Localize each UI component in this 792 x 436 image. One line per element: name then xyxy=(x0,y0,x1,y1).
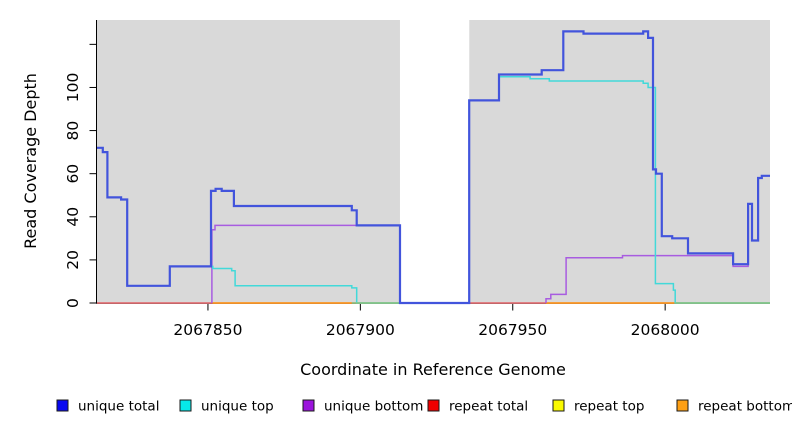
y-axis-ticks: 0 20 40 60 80 100 xyxy=(64,43,97,308)
x-axis-ticks: 2067850 2067900 2067950 2068000 xyxy=(173,303,700,339)
legend-label-unique-top: unique top xyxy=(201,399,274,415)
y-tick-label: 40 xyxy=(64,207,82,227)
axes: 2067850 2067900 2067950 2068000 0 20 40 60 80 10… xyxy=(64,20,770,339)
x-tick-label: 2067900 xyxy=(326,321,395,339)
legend: unique total unique top unique bottom repea… xyxy=(56,399,792,415)
coverage-region xyxy=(469,20,770,303)
series-unique-total-line xyxy=(97,30,770,305)
y-axis-title: Read Coverage Depth xyxy=(21,73,40,249)
coverage-regions xyxy=(97,20,770,303)
y-tick-label: 100 xyxy=(64,73,82,103)
legend-swatch-unique-bottom xyxy=(302,399,315,412)
legend-label-repeat-bottom: repeat bottom xyxy=(698,399,792,415)
legend-label-unique-bottom: unique bottom xyxy=(324,399,423,415)
legend-swatch-repeat-top xyxy=(552,399,565,412)
legend-swatch-repeat-bottom xyxy=(676,399,689,412)
legend-label-repeat-total: repeat total xyxy=(449,399,528,415)
x-tick-label: 2067950 xyxy=(478,321,547,339)
legend-swatch-unique-top xyxy=(179,399,192,412)
legend-swatch-unique-total xyxy=(56,399,69,412)
y-tick-label: 20 xyxy=(64,250,82,270)
x-tick-label: 2067850 xyxy=(173,321,242,339)
legend-label-unique-total: unique total xyxy=(78,399,159,415)
y-tick-label: 80 xyxy=(64,121,82,141)
y-tick-label: 60 xyxy=(64,164,82,184)
legend-swatch-repeat-total xyxy=(427,399,440,412)
legend-label-repeat-top: repeat top xyxy=(574,399,644,415)
x-axis-title: Coordinate in Reference Genome xyxy=(300,360,566,379)
x-tick-label: 2068000 xyxy=(631,321,700,339)
y-tick-label: 0 xyxy=(64,298,82,308)
data-series xyxy=(97,30,770,305)
uncovered-gap-region xyxy=(399,20,470,303)
coverage-region xyxy=(97,20,400,303)
